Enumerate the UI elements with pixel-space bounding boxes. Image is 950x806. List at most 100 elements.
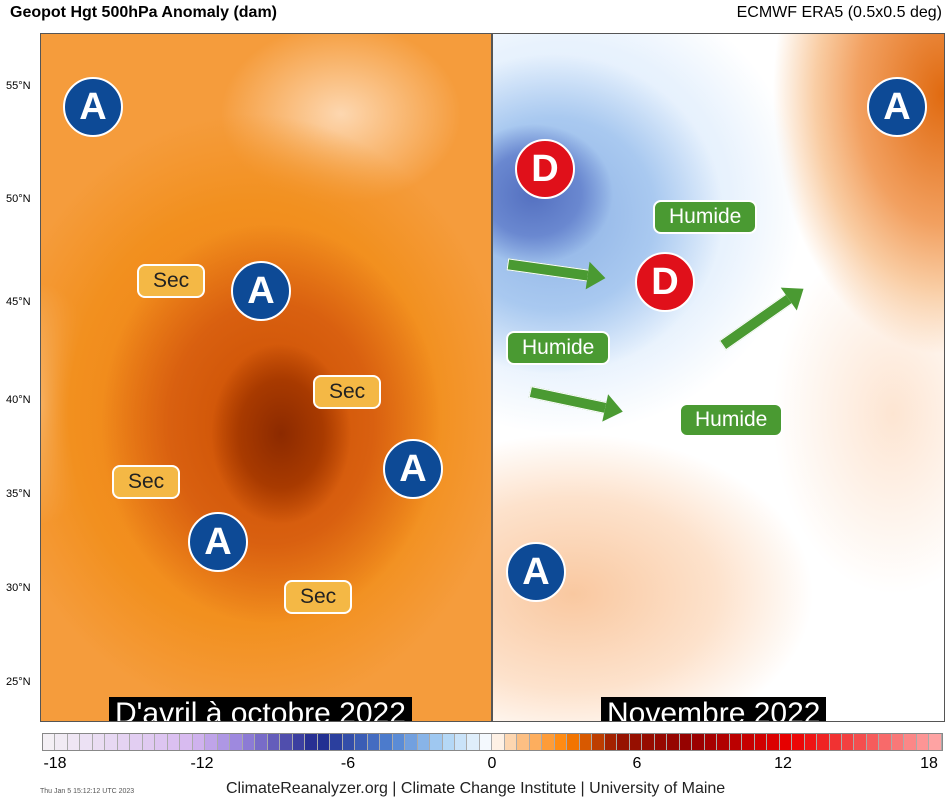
lat-label: 35°N [6, 488, 31, 500]
colorbar-cell [642, 734, 655, 750]
colorbar-cell [554, 734, 568, 750]
lat-label: 25°N [6, 676, 31, 688]
panel-caption: Novembre 2022 [601, 697, 827, 721]
colorbar-cell [567, 734, 580, 750]
colorbar-cell [729, 734, 743, 750]
colorbar-cell [55, 734, 68, 750]
colorbar-tick: -6 [340, 755, 356, 772]
colorbar-cell [280, 734, 293, 750]
high-pressure-marker: A [383, 439, 443, 499]
colorbar-cell [43, 734, 56, 750]
colorbar-cell [779, 734, 793, 750]
colorbar-cell [155, 734, 168, 750]
colorbar-cell [167, 734, 181, 750]
colorbar-cell [904, 734, 917, 750]
colorbar-cell [891, 734, 905, 750]
chart-title: Geopot Hgt 500hPa Anomaly (dam) [10, 4, 277, 21]
wind-arrow-icon [718, 293, 794, 351]
colorbar-cell [367, 734, 381, 750]
colorbar-cell [454, 734, 468, 750]
colorbar-cell [604, 734, 618, 750]
colorbar-cell [629, 734, 643, 750]
dry-label: Sec [112, 465, 181, 499]
colorbar-tick: 0 [487, 755, 497, 772]
low-pressure-marker: D [515, 139, 575, 199]
colorbar-cell [767, 734, 780, 750]
colorbar-cell [542, 734, 555, 750]
high-pressure-marker: A [63, 77, 123, 137]
colorbar-cell [754, 734, 768, 750]
credit-line: ClimateReanalyzer.org | Climate Change I… [226, 780, 726, 797]
colorbar-cell [380, 734, 393, 750]
colorbar-cell [417, 734, 431, 750]
high-pressure-marker: A [231, 261, 291, 321]
colorbar-cell [479, 734, 493, 750]
colorbar-cell [692, 734, 705, 750]
high-pressure-marker: A [188, 512, 248, 572]
low-pressure-marker: D [635, 252, 695, 312]
lat-label: 30°N [6, 582, 31, 594]
colorbar-cell [854, 734, 867, 750]
map-panel-november: D D A A Humide Humide Humide Novembre 20… [492, 33, 945, 722]
colorbar-cell [792, 734, 805, 750]
colorbar-cell [929, 734, 942, 750]
colorbar-cell [667, 734, 680, 750]
colorbar-cell [317, 734, 331, 750]
map-panel-april-october: A A A A Sec Sec Sec Sec D'avril à octobr… [40, 33, 492, 722]
high-pressure-marker: A [506, 542, 566, 602]
colorbar-cell [442, 734, 455, 750]
colorbar-cell [330, 734, 343, 750]
colorbar-cell [405, 734, 418, 750]
lat-label: 40°N [6, 394, 31, 406]
colorbar-cell [292, 734, 306, 750]
colorbar-cell [866, 734, 880, 750]
colorbar-cell [492, 734, 505, 750]
colorbar-tick: -12 [190, 755, 214, 772]
colorbar-cell [654, 734, 668, 750]
colorbar [42, 733, 943, 751]
colorbar-cell [355, 734, 368, 750]
colorbar-cell [255, 734, 268, 750]
colorbar-cell [142, 734, 156, 750]
colorbar-cell [92, 734, 106, 750]
colorbar-cell [679, 734, 693, 750]
dry-label: Sec [313, 375, 382, 409]
colorbar-cell [879, 734, 892, 750]
colorbar-cell [180, 734, 193, 750]
humid-label: Humide [679, 403, 784, 437]
colorbar-cell [592, 734, 605, 750]
humid-label: Humide [653, 200, 758, 234]
timestamp: Thu Jan 5 15:12:12 UTC 2023 [40, 788, 135, 795]
colorbar-tick: -18 [43, 755, 67, 772]
colorbar-cell [192, 734, 206, 750]
panel-caption: D'avril à octobre 2022 [109, 697, 412, 721]
colorbar-cell [305, 734, 318, 750]
colorbar-cell [80, 734, 93, 750]
colorbar-cell [105, 734, 118, 750]
colorbar-cell [579, 734, 593, 750]
colorbar-cell [704, 734, 718, 750]
dry-label: Sec [284, 580, 353, 614]
wind-arrow-icon [506, 258, 590, 282]
colorbar-cell [342, 734, 356, 750]
colorbar-cell [242, 734, 256, 750]
colorbar-tick: 18 [920, 755, 938, 772]
lat-label: 55°N [6, 80, 31, 92]
colorbar-cell [130, 734, 143, 750]
colorbar-cell [529, 734, 543, 750]
colorbar-cell [205, 734, 218, 750]
colorbar-cell [916, 734, 930, 750]
colorbar-cell [267, 734, 281, 750]
colorbar-cell [842, 734, 855, 750]
colorbar-cell [430, 734, 443, 750]
humid-label: Humide [506, 331, 611, 365]
colorbar-cell [742, 734, 755, 750]
colorbar-cell [230, 734, 243, 750]
colorbar-cell [117, 734, 131, 750]
colorbar-cell [717, 734, 730, 750]
colorbar-cell [467, 734, 480, 750]
colorbar-tick: 6 [632, 755, 642, 772]
lat-label: 45°N [6, 296, 31, 308]
colorbar-cell [217, 734, 231, 750]
colorbar-tick: 12 [774, 755, 792, 772]
